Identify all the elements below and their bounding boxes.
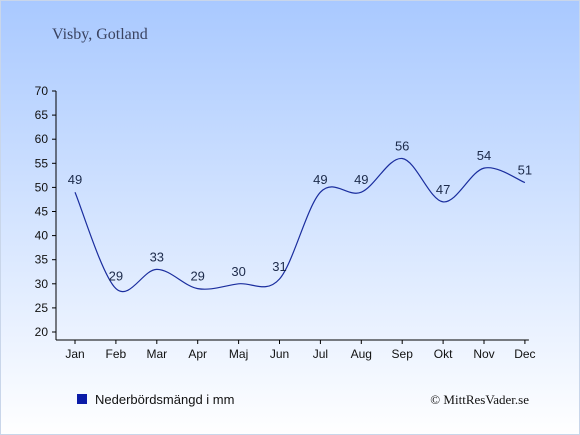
series-line <box>74 157 526 292</box>
y-tick-label: 35 <box>35 253 49 267</box>
x-tick-label: Sep <box>392 347 414 361</box>
y-tick-label: 40 <box>35 229 49 243</box>
legend-marker <box>77 394 87 404</box>
y-tick-label: 20 <box>35 325 49 339</box>
y-tick-label: 45 <box>35 205 49 219</box>
data-labels: 49 29 33 29 30 31 49 49 56 47 54 51 <box>68 138 532 283</box>
y-tick-label: 65 <box>35 108 49 122</box>
x-tick-label: Jun <box>270 347 289 361</box>
x-tick-label: Nov <box>473 347 494 361</box>
legend: Nederbördsmängd i mm <box>77 392 234 407</box>
data-label: 49 <box>313 172 327 187</box>
y-tick-label: 55 <box>35 156 49 170</box>
data-label: 33 <box>150 249 164 264</box>
y-tick-label: 25 <box>35 301 49 315</box>
credit-text: © MittResVader.se <box>430 392 529 407</box>
legend-label: Nederbördsmängd i mm <box>95 392 234 407</box>
x-tick-label: Dec <box>514 347 535 361</box>
data-label: 51 <box>518 163 532 178</box>
data-label: 47 <box>436 182 450 197</box>
y-tick-label: 70 <box>35 84 49 98</box>
y-tick-label: 30 <box>35 277 49 291</box>
data-label: 56 <box>395 138 409 153</box>
series-group <box>74 157 526 292</box>
x-tick-label: Mar <box>146 347 167 361</box>
data-label: 29 <box>109 269 123 284</box>
y-tick-label: 50 <box>35 180 49 194</box>
data-label: 29 <box>190 269 204 284</box>
x-tick-label: Apr <box>188 347 207 361</box>
x-tick-label: Okt <box>434 347 453 361</box>
data-label: 54 <box>477 148 491 163</box>
x-tick-label: Aug <box>351 347 372 361</box>
x-tick-label: Jul <box>313 347 328 361</box>
y-tick-label: 60 <box>35 132 49 146</box>
x-tick-label: Maj <box>229 347 248 361</box>
chart-title: Visby, Gotland <box>52 26 148 43</box>
data-label: 49 <box>354 172 368 187</box>
x-tick-label: Jan <box>65 347 84 361</box>
axes: 20 25 30 35 40 45 50 55 60 65 70 Jan Feb Mar Apr Maj Jun… <box>35 84 536 361</box>
data-label: 49 <box>68 172 82 187</box>
data-label: 31 <box>272 259 286 274</box>
data-label: 30 <box>231 264 245 279</box>
x-tick-label: Feb <box>106 347 127 361</box>
